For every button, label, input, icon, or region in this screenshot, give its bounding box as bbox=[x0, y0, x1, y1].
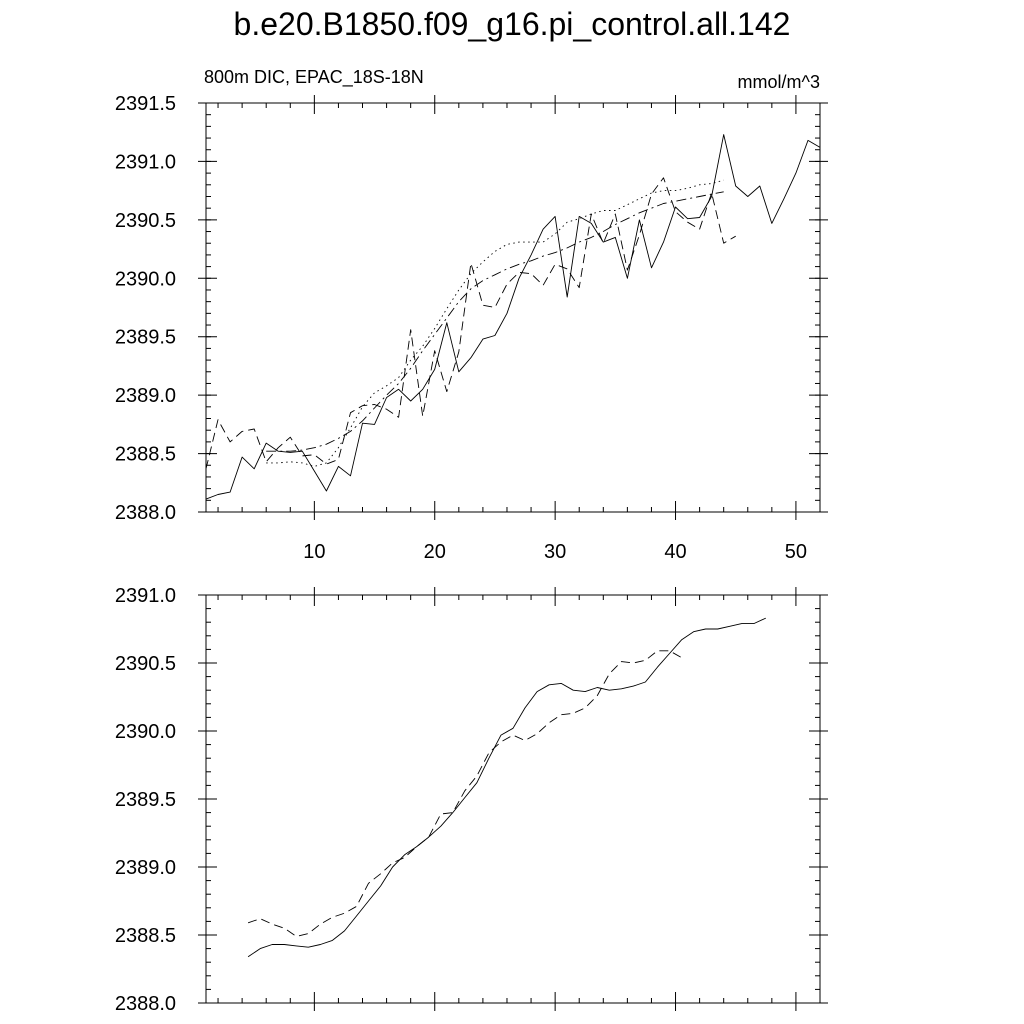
plot-frame bbox=[205, 102, 821, 513]
bottom-panel: 2388.0 2388.5 2389.0 2389.5 2390.0 2390.5 2391… bbox=[115, 585, 828, 1015]
chart-title: b.e20.B1850.f09_g16.pi_control.all.142 bbox=[233, 6, 791, 42]
series-line-solid bbox=[205, 134, 821, 500]
y-tick-label: 2390.0 bbox=[115, 721, 176, 743]
top-panel: 2388.0 2388.5 2389.0 2389.5 2390.0 2390.5 2391… bbox=[115, 67, 828, 563]
y-tick-label: 2391.0 bbox=[115, 585, 176, 607]
x-tick-label: 50 bbox=[785, 541, 807, 563]
y-tick-label: 2388.0 bbox=[115, 502, 176, 524]
y-tick-label: 2389.5 bbox=[115, 789, 176, 811]
x-tick-label: 10 bbox=[303, 541, 325, 563]
y-tick-label: 2388.0 bbox=[115, 993, 176, 1015]
plot-frame bbox=[205, 594, 821, 1004]
y-tick-label: 2389.5 bbox=[115, 327, 176, 349]
x-tick-label: 20 bbox=[424, 541, 446, 563]
series-line-dash bbox=[205, 177, 736, 469]
series-line-dot bbox=[266, 179, 724, 467]
y-tick-label: 2388.5 bbox=[115, 444, 176, 466]
y-tick-label: 2390.0 bbox=[115, 268, 176, 290]
left-string: 800m DIC, EPAC_18S-18N bbox=[204, 67, 424, 88]
y-tick-label: 2389.0 bbox=[115, 385, 176, 407]
series-line-dash bbox=[247, 650, 682, 937]
series-line-dashdot bbox=[266, 191, 724, 452]
y-tick-label: 2391.5 bbox=[115, 93, 176, 115]
series-line-solid bbox=[247, 617, 766, 958]
y-tick-label: 2390.5 bbox=[115, 653, 176, 675]
y-tick-label: 2391.0 bbox=[115, 151, 176, 173]
right-string: mmol/m^3 bbox=[738, 72, 820, 92]
y-tick-label: 2388.5 bbox=[115, 925, 176, 947]
y-tick-label: 2390.5 bbox=[115, 210, 176, 232]
x-tick-label: 30 bbox=[544, 541, 566, 563]
x-tick-label: 40 bbox=[664, 541, 686, 563]
y-tick-label: 2389.0 bbox=[115, 857, 176, 879]
